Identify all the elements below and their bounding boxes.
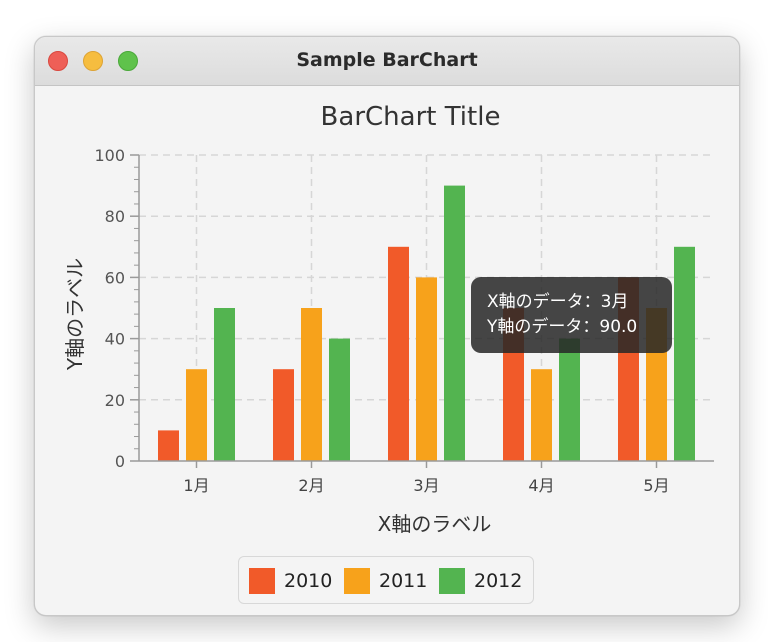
- close-button[interactable]: [48, 51, 68, 71]
- maximize-button[interactable]: [118, 51, 138, 71]
- tooltip-y-line: Y軸のデータ：90.0: [487, 317, 638, 337]
- bar-2012-2: [444, 185, 465, 461]
- data-tooltip: X軸のデータ：3月 Y軸のデータ：90.0: [471, 277, 672, 353]
- x-tick-label: 2月: [298, 476, 324, 495]
- minimize-button[interactable]: [83, 51, 103, 71]
- bar-2012-1: [329, 338, 350, 461]
- legend-label: 2011: [379, 570, 428, 592]
- bar-2011-1: [301, 308, 322, 461]
- bar-2012-4: [674, 246, 695, 461]
- legend-label: 2010: [284, 570, 333, 592]
- bar-2011-2: [416, 277, 437, 461]
- bar-2011-0: [186, 369, 207, 461]
- legend-swatch: [249, 568, 275, 594]
- tooltip-x-line: X軸のデータ：3月: [487, 292, 629, 312]
- y-tick-label: 20: [105, 391, 125, 410]
- bar-2012-3: [559, 338, 580, 461]
- x-tick-label: 3月: [413, 476, 439, 495]
- y-axis-label: Y軸のラベル: [63, 258, 87, 371]
- x-tick-label: 4月: [528, 476, 554, 495]
- bar-2011-3: [531, 369, 552, 461]
- y-tick-label: 40: [105, 330, 125, 349]
- bar-2010-1: [273, 369, 294, 461]
- legend-swatch: [344, 568, 370, 594]
- chart-legend: 2010 2011 2012: [238, 556, 534, 604]
- bar-2010-2: [388, 246, 409, 461]
- x-tick-label: 1月: [183, 476, 209, 495]
- bar-2012-0: [214, 308, 235, 461]
- bar-2010-0: [158, 430, 179, 461]
- y-tick-label: 100: [94, 146, 125, 165]
- legend-label: 2012: [474, 570, 523, 592]
- legend-swatch: [439, 568, 465, 594]
- window-title: Sample BarChart: [296, 49, 478, 71]
- x-axis-label: X軸のラベル: [378, 512, 492, 536]
- bar-chart: BarChart Title 0 20 40 60 80 100 1月 2月 3月 4月 5月 X軸のラ…: [63, 102, 714, 536]
- x-tick-label: 5月: [643, 476, 669, 495]
- y-tick-label: 80: [105, 207, 125, 226]
- chart-title: BarChart Title: [321, 102, 501, 132]
- y-tick-label: 0: [115, 452, 125, 471]
- title-bar[interactable]: Sample BarChart: [35, 37, 739, 86]
- y-tick-label: 60: [105, 268, 125, 287]
- app-window: Sample BarChart BarChart Title 0 20 40 60 80 1…: [34, 36, 740, 616]
